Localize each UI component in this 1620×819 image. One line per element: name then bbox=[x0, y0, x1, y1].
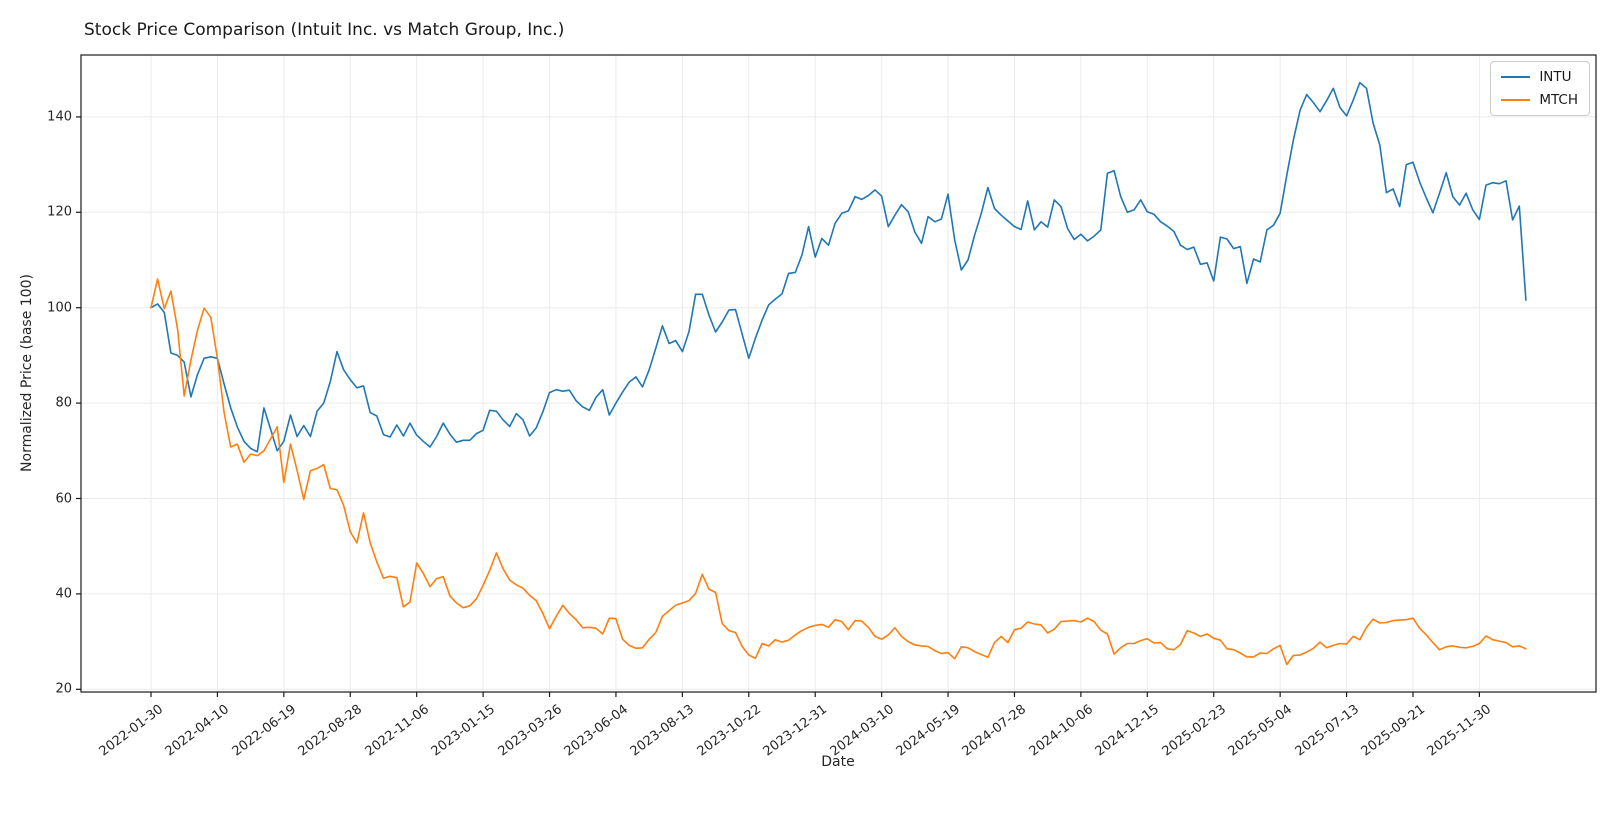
y-tick-label: 140 bbox=[47, 109, 72, 125]
y-tick-label: 120 bbox=[47, 204, 72, 220]
y-axis-label: Normalized Price (base 100) bbox=[19, 274, 35, 472]
y-tick-label: 100 bbox=[47, 300, 72, 316]
series-line-MTCH bbox=[150, 278, 1527, 666]
legend-item-INTU: INTU bbox=[1501, 69, 1578, 85]
legend-item-MTCH: MTCH bbox=[1501, 92, 1578, 108]
legend-line-swatch bbox=[1501, 76, 1531, 78]
legend-label: INTU bbox=[1539, 69, 1572, 85]
legend: INTU MTCH bbox=[1490, 61, 1590, 116]
axes-frame bbox=[80, 54, 1597, 693]
y-tick-label: 40 bbox=[55, 586, 72, 602]
legend-label: MTCH bbox=[1539, 92, 1578, 108]
series-line-INTU bbox=[150, 81, 1527, 453]
chart-title: Stock Price Comparison (Intuit Inc. vs M… bbox=[84, 20, 565, 40]
y-tick-label: 20 bbox=[55, 681, 72, 697]
y-tick-label: 80 bbox=[55, 395, 72, 411]
legend-line-swatch bbox=[1501, 99, 1531, 101]
x-axis-label: Date bbox=[821, 754, 855, 770]
y-tick-label: 60 bbox=[55, 491, 72, 506]
